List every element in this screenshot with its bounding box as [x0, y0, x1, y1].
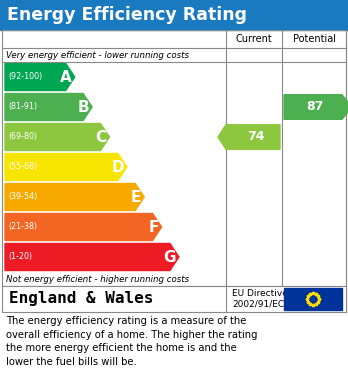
Text: C: C: [95, 129, 106, 145]
Text: England & Wales: England & Wales: [9, 292, 153, 307]
Text: Current: Current: [236, 34, 272, 44]
Text: The energy efficiency rating is a measure of the
overall efficiency of a home. T: The energy efficiency rating is a measur…: [6, 316, 258, 367]
Polygon shape: [5, 183, 144, 210]
Bar: [2, 286, 346, 312]
Text: Energy Efficiency Rating: Energy Efficiency Rating: [7, 6, 247, 24]
Text: (81-91): (81-91): [8, 102, 37, 111]
Text: (92-100): (92-100): [8, 72, 42, 81]
Text: Potential: Potential: [293, 34, 335, 44]
Text: F: F: [148, 219, 159, 235]
Text: Not energy efficient - higher running costs: Not energy efficient - higher running co…: [6, 274, 189, 283]
Text: 74: 74: [247, 131, 265, 143]
Text: 87: 87: [306, 100, 324, 113]
Polygon shape: [218, 125, 280, 149]
Polygon shape: [5, 124, 110, 151]
Text: (55-68): (55-68): [8, 163, 37, 172]
Text: (21-38): (21-38): [8, 222, 37, 231]
Text: Very energy efficient - lower running costs: Very energy efficient - lower running co…: [6, 50, 189, 59]
Polygon shape: [5, 213, 161, 240]
Polygon shape: [5, 244, 179, 271]
Text: EU Directive
2002/91/EC: EU Directive 2002/91/EC: [232, 289, 288, 309]
Text: (69-80): (69-80): [8, 133, 37, 142]
Bar: [2, 30, 346, 286]
Polygon shape: [5, 63, 75, 90]
Text: B: B: [78, 99, 89, 115]
Text: G: G: [164, 249, 176, 264]
Bar: [284, 288, 342, 310]
Text: D: D: [111, 160, 124, 174]
Text: (1-20): (1-20): [8, 253, 32, 262]
Polygon shape: [5, 93, 92, 120]
Text: E: E: [131, 190, 141, 204]
Polygon shape: [5, 154, 127, 181]
Bar: [0, 0, 348, 30]
Polygon shape: [284, 95, 348, 119]
Text: A: A: [60, 70, 72, 84]
Text: (39-54): (39-54): [8, 192, 37, 201]
